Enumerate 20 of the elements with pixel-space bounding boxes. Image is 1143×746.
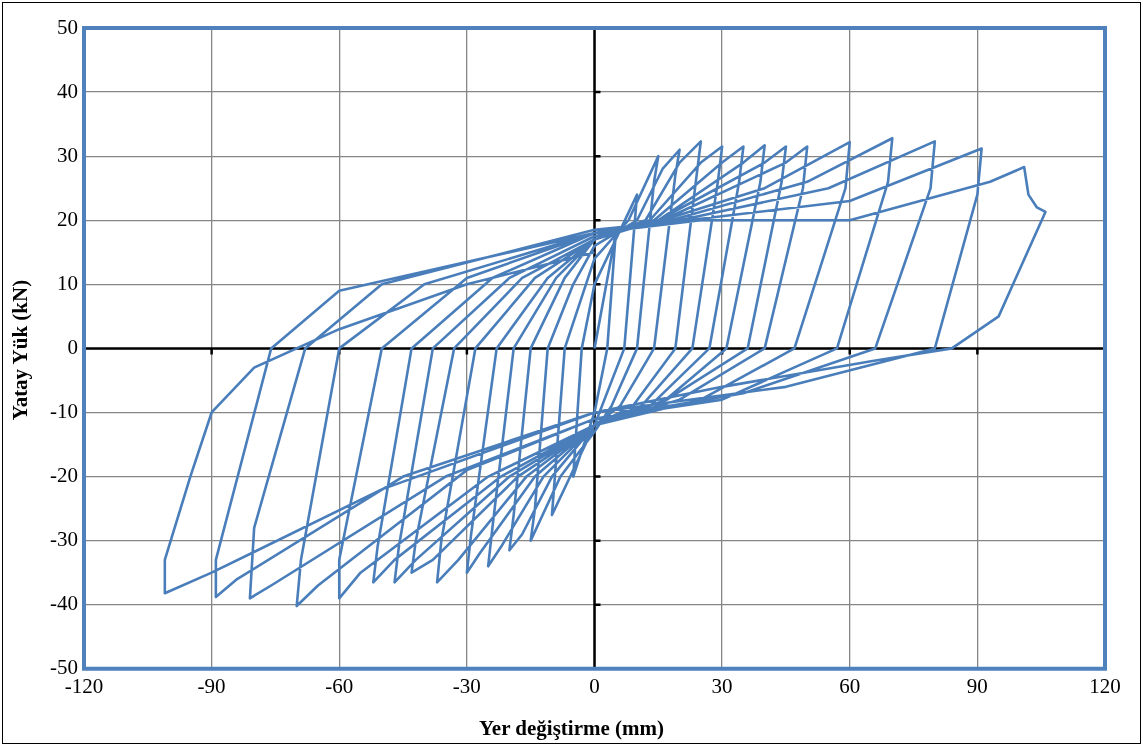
x-tick-label: 120 [1089, 673, 1121, 698]
y-tick-label: -40 [49, 591, 78, 616]
x-tick-label: -60 [325, 673, 354, 698]
y-tick-label: -20 [49, 463, 78, 488]
x-tick-label: 0 [589, 673, 600, 698]
y-axis-title: Yatay Yük (kN) [7, 279, 33, 421]
x-tick-label: 60 [839, 673, 861, 698]
y-tick-label: 10 [56, 270, 78, 295]
x-tick-label: 30 [711, 673, 733, 698]
x-tick-label: -90 [197, 673, 226, 698]
x-tick-label: -30 [452, 673, 481, 698]
x-axis-title: Yer değiştirme (mm) [477, 716, 665, 741]
x-tick-label: 90 [966, 673, 988, 698]
y-tick-label: -10 [49, 399, 78, 423]
y-tick-label: -30 [49, 527, 78, 552]
y-tick-label: 0 [67, 334, 78, 359]
y-tick-label: 20 [56, 206, 78, 231]
y-tick-label: 40 [56, 78, 78, 103]
y-tick-label: 50 [56, 14, 78, 39]
y-tick-label: 30 [56, 142, 78, 167]
